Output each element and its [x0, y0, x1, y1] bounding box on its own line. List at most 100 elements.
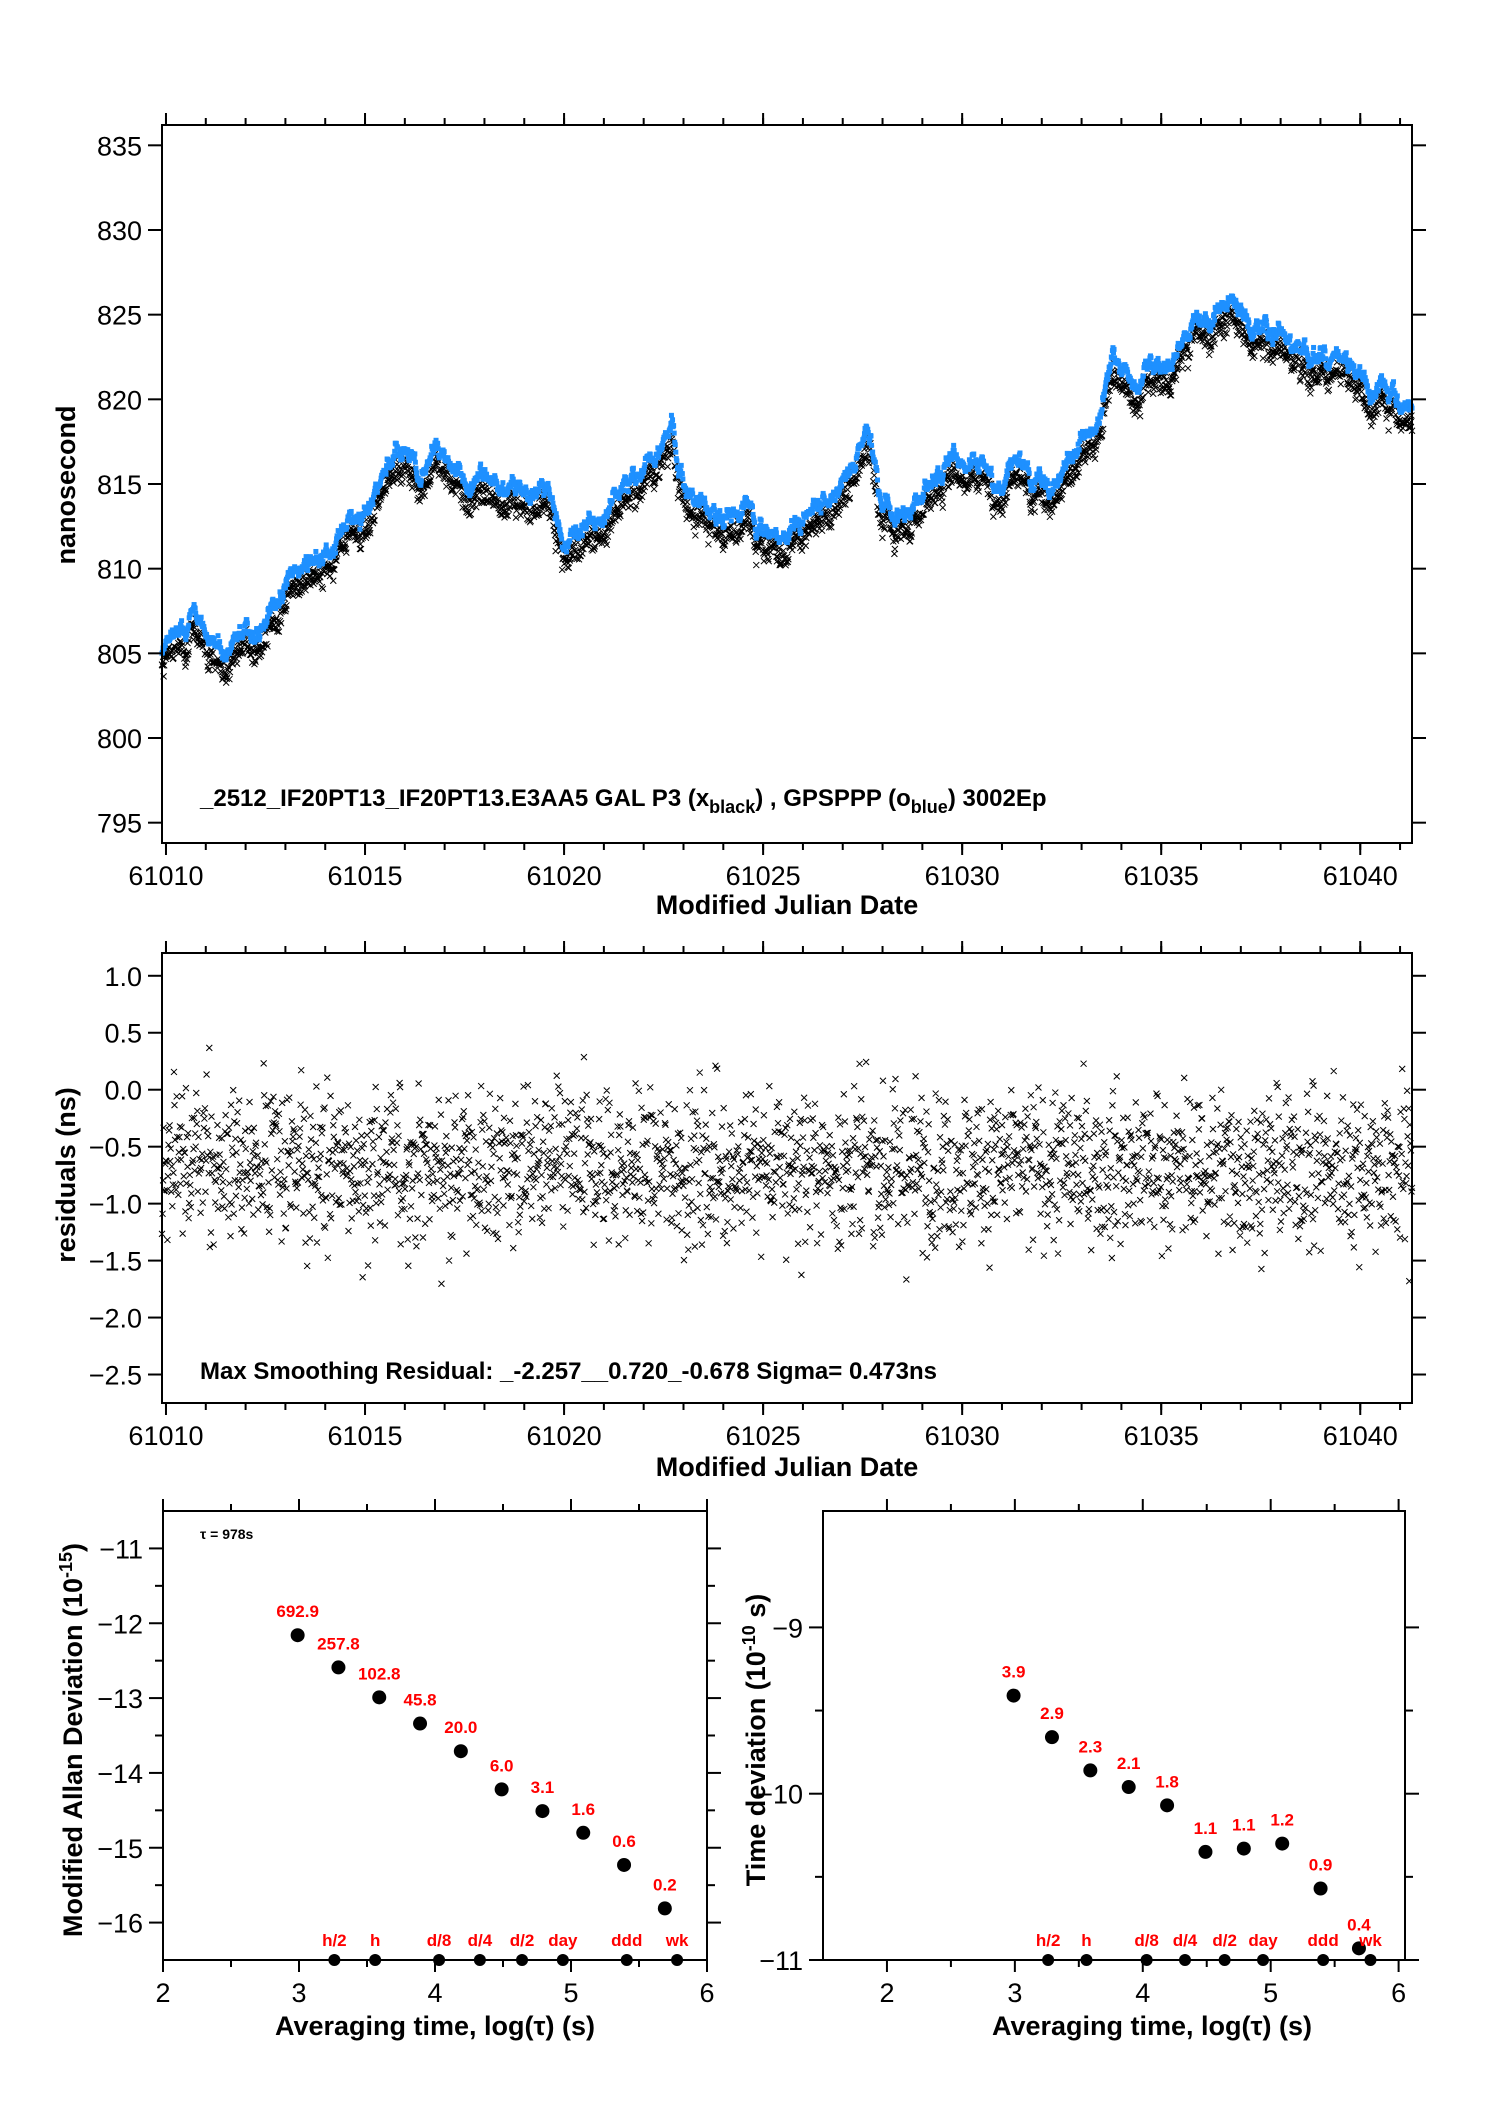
blue-series-point	[764, 527, 770, 533]
blue-series-point	[698, 491, 704, 497]
blue-series-point	[187, 612, 193, 618]
blue-series-point	[791, 526, 797, 532]
blue-series-point	[931, 474, 937, 480]
y-tick-label: 830	[97, 216, 142, 246]
blue-series-point	[433, 437, 439, 443]
blue-series-point	[1274, 332, 1280, 338]
blue-series-point	[1385, 389, 1391, 395]
blue-series-point	[939, 480, 945, 486]
blue-series-point	[457, 464, 463, 470]
blue-series-point	[653, 458, 659, 464]
blue-series-point	[184, 631, 190, 637]
blue-series-point	[877, 492, 883, 498]
blue-series-point	[344, 524, 350, 530]
blue-series-point	[1237, 311, 1243, 317]
blue-series-point	[1210, 322, 1216, 328]
stability-point	[535, 1804, 550, 1819]
blue-series-point	[943, 455, 949, 461]
blue-series-point	[1031, 486, 1037, 492]
time-marker-label: ddd	[611, 1931, 642, 1950]
stability-point-label: 2.3	[1079, 1737, 1103, 1756]
blue-series-point	[869, 442, 875, 448]
blue-series-point	[1101, 393, 1107, 399]
time-marker-point	[1178, 1954, 1191, 1966]
blue-series-point	[1245, 324, 1251, 330]
blue-series-point	[289, 571, 295, 577]
blue-series-point	[1316, 355, 1322, 361]
blue-series-point	[357, 526, 363, 532]
stability-point-label: 3.9	[1002, 1663, 1026, 1682]
blue-series-point	[1388, 391, 1394, 397]
blue-series-point	[1180, 337, 1186, 343]
blue-series-point	[344, 518, 350, 524]
blue-series-point	[508, 484, 514, 490]
y-tick-label: −16	[97, 1909, 143, 1939]
blue-series-point	[885, 496, 891, 502]
blue-series-point	[1111, 350, 1117, 356]
y-tick-label: −12	[97, 1609, 143, 1639]
blue-series-point	[1363, 378, 1369, 384]
blue-series-point	[398, 453, 404, 459]
residuals-frame	[161, 952, 1413, 1404]
blue-series-point	[623, 475, 629, 481]
blue-series-point	[1312, 353, 1318, 359]
blue-series-point	[938, 470, 944, 476]
time-marker-label: d/2	[510, 1931, 535, 1950]
blue-series-point	[973, 457, 979, 463]
blue-series-point	[1270, 335, 1276, 341]
blue-series-point	[754, 533, 760, 539]
blue-series-point	[592, 526, 598, 532]
blue-series-point	[1058, 475, 1064, 481]
blue-series-point	[200, 620, 206, 626]
blue-series-point	[313, 548, 319, 554]
blue-series-point	[1333, 346, 1339, 352]
blue-series-point	[284, 581, 290, 587]
y-tick-label: −2.5	[89, 1361, 142, 1391]
blue-series-point	[441, 449, 447, 455]
blue-series-point	[752, 526, 758, 532]
blue-series-point	[215, 633, 221, 639]
blue-series-point	[751, 515, 757, 521]
blue-series-point	[908, 515, 914, 521]
blue-series-point	[630, 465, 636, 471]
x-tick-label: 61040	[1323, 861, 1398, 891]
blue-series-point	[766, 534, 772, 540]
blue-series-point	[1264, 323, 1270, 329]
blue-series-point	[527, 496, 533, 502]
stability-point	[657, 1901, 672, 1916]
blue-series-point	[1320, 354, 1326, 360]
blue-series-point	[720, 520, 726, 526]
blue-series-point	[637, 476, 643, 482]
blue-series-point	[989, 472, 995, 478]
blue-series-point	[988, 469, 994, 475]
blue-series-point	[717, 508, 723, 514]
blue-series-point	[1063, 465, 1069, 471]
blue-series-point	[505, 489, 511, 495]
blue-series-point	[257, 627, 263, 633]
blue-series-point	[191, 602, 197, 608]
blue-series-point	[549, 495, 555, 501]
blue-series-point	[1055, 481, 1061, 487]
stability-point-label: 102.8	[358, 1664, 401, 1683]
time-marker-point	[328, 1954, 341, 1966]
blue-series-point	[428, 456, 434, 462]
blue-series-point	[690, 491, 696, 497]
blue-series-point	[784, 540, 790, 546]
blue-series-point	[1076, 447, 1082, 453]
stability-point	[1044, 1730, 1059, 1745]
y-tick-label: 1.0	[104, 962, 142, 992]
blue-series-point	[1059, 469, 1065, 475]
blue-series-point	[854, 453, 860, 459]
blue-series-point	[1305, 353, 1311, 359]
blue-series-point	[1124, 367, 1130, 373]
blue-series-point	[599, 523, 605, 529]
time-series-panel: 61010 61015 61020 61025 61030 61035 61040 795 80…	[51, 113, 1426, 920]
blue-series-point	[474, 477, 480, 483]
x-tick-label: 4	[427, 1978, 442, 2008]
x-tick-label: 4	[1135, 1978, 1150, 2008]
blue-series-point	[330, 553, 336, 559]
blue-series-point	[652, 462, 658, 468]
blue-series-point	[393, 440, 399, 446]
blue-series-point	[378, 479, 384, 485]
blue-series-point	[484, 471, 490, 477]
